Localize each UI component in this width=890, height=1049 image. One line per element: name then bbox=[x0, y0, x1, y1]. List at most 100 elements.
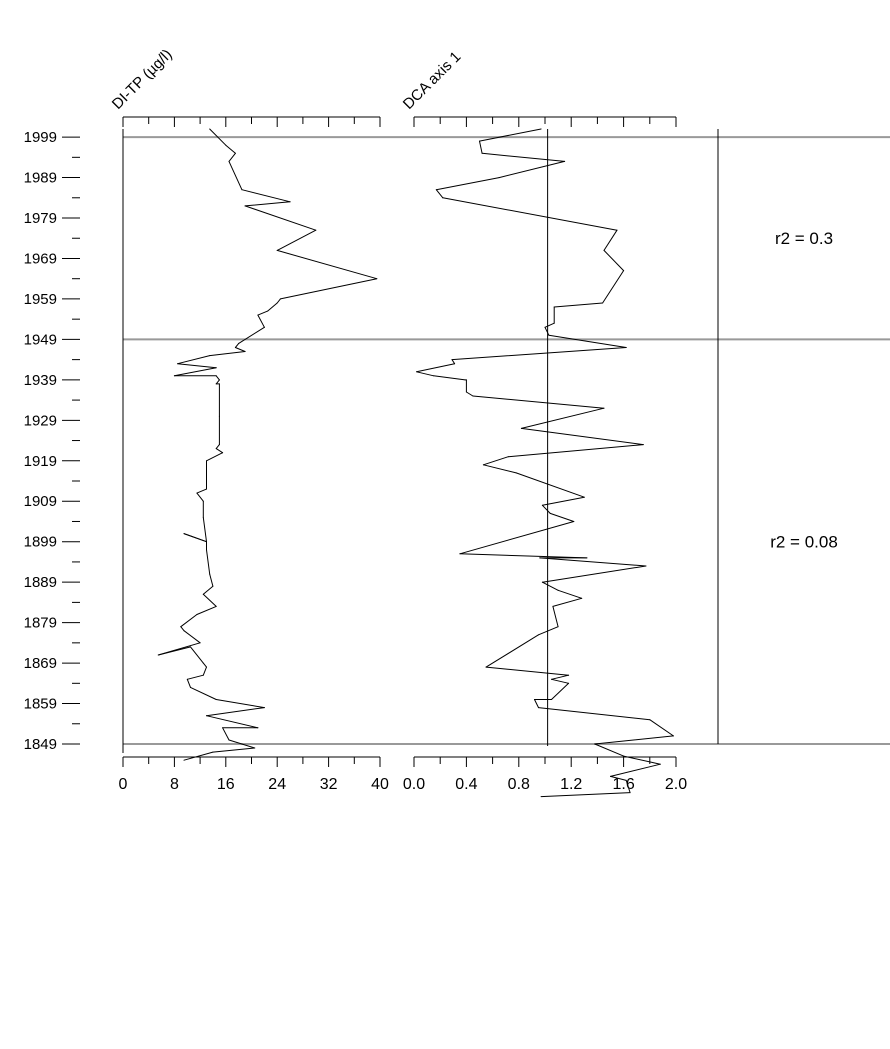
series-segment bbox=[482, 464, 517, 474]
series-segment bbox=[228, 739, 256, 749]
series-segment bbox=[553, 302, 604, 308]
series-segment bbox=[465, 391, 474, 397]
x-tick-label: 0.8 bbox=[508, 776, 530, 793]
x-tick-label: 40 bbox=[371, 776, 389, 793]
series-segment bbox=[202, 662, 207, 668]
series-segment bbox=[215, 448, 224, 454]
series-segment bbox=[212, 747, 256, 753]
series-segment bbox=[173, 367, 217, 377]
series-segment bbox=[603, 229, 618, 251]
series-segment bbox=[603, 249, 625, 272]
annotations: r2 = 0.3 r2 = 0.08 bbox=[770, 229, 838, 551]
x-tick-label: 2.0 bbox=[665, 776, 687, 793]
series-segment bbox=[552, 597, 583, 607]
series-segment bbox=[507, 444, 644, 458]
y-tick-label: 1959 bbox=[24, 291, 57, 308]
series-segment bbox=[435, 189, 444, 199]
series-segment bbox=[215, 699, 265, 709]
series-segment bbox=[602, 270, 625, 304]
series-segment bbox=[515, 472, 585, 498]
panel-title: DI-TP (µg/l) bbox=[109, 46, 176, 113]
series-segment bbox=[541, 504, 551, 514]
series-segment bbox=[534, 699, 539, 709]
series-segment bbox=[209, 573, 214, 587]
series-segment bbox=[276, 229, 317, 251]
series-segment bbox=[623, 755, 661, 765]
series-segment bbox=[435, 177, 500, 191]
series-segment bbox=[551, 682, 570, 700]
series-segment bbox=[649, 719, 674, 737]
series-segment bbox=[202, 585, 214, 595]
y-tick-label: 1869 bbox=[24, 655, 57, 672]
series-segment bbox=[228, 152, 236, 162]
series-segment bbox=[177, 363, 217, 369]
x-tick-label: 24 bbox=[268, 776, 286, 793]
series-segment bbox=[267, 302, 278, 312]
series-segment bbox=[202, 516, 207, 543]
x-tick-label: 32 bbox=[320, 776, 338, 793]
series-segment bbox=[459, 553, 588, 559]
series-segment bbox=[551, 678, 570, 684]
series-segment bbox=[551, 674, 570, 680]
x-tick-label: 1.2 bbox=[560, 776, 582, 793]
series-segment bbox=[548, 334, 627, 348]
series-segment bbox=[541, 565, 647, 583]
series-segment bbox=[183, 751, 214, 761]
series-segment bbox=[180, 626, 185, 632]
series-segment bbox=[241, 189, 291, 203]
series-segment bbox=[215, 375, 220, 381]
series-segment bbox=[472, 395, 605, 409]
series-segment bbox=[177, 355, 211, 365]
series-segment bbox=[206, 707, 265, 717]
y-tick-label: 1889 bbox=[24, 574, 57, 591]
series-segment bbox=[257, 314, 265, 328]
series-segment bbox=[244, 205, 317, 231]
zone-boundaries bbox=[123, 136, 890, 745]
y-tick-label: 1979 bbox=[24, 210, 57, 227]
panel-2: 0.0 0.4 0.8 1.2 1.6 2.0 DCA axis 1 bbox=[400, 48, 687, 798]
series-segment bbox=[482, 456, 509, 466]
series-segment bbox=[594, 743, 625, 757]
y-tick-label: 1939 bbox=[24, 372, 57, 389]
series-segment bbox=[157, 646, 191, 656]
series-segment bbox=[459, 521, 575, 555]
series-segment bbox=[186, 678, 191, 688]
series-segment bbox=[276, 249, 378, 280]
series-segment bbox=[520, 407, 605, 429]
y-tick-label: 1999 bbox=[24, 129, 57, 146]
series-segment bbox=[442, 197, 618, 231]
series-segment bbox=[180, 614, 198, 628]
series-segment bbox=[610, 763, 661, 777]
series-segment bbox=[520, 427, 644, 446]
series-segment bbox=[479, 128, 542, 142]
series-segment bbox=[539, 557, 647, 567]
series-segment bbox=[202, 593, 217, 607]
chart-panels: 0 8 16 24 32 40 DI-TP (µg/l) 0.0 0.4 0.8 1.2 1.6 2.0… bbox=[109, 46, 719, 798]
series-segment bbox=[196, 605, 217, 615]
series-segment bbox=[541, 581, 559, 591]
series-segment bbox=[238, 326, 265, 344]
series-segment bbox=[190, 686, 217, 700]
y-tick-label: 1929 bbox=[24, 412, 57, 429]
series-segment bbox=[541, 496, 585, 506]
series-segment bbox=[215, 444, 220, 450]
x-tick-label: 8 bbox=[170, 776, 179, 793]
x-tick-label: 0 bbox=[119, 776, 128, 793]
y-tick-label: 1849 bbox=[24, 736, 57, 753]
series-segment bbox=[416, 363, 456, 373]
series-segment bbox=[610, 775, 627, 781]
series-segment bbox=[186, 674, 204, 680]
series-segment bbox=[206, 452, 224, 462]
y-tick-label: 1949 bbox=[24, 331, 57, 348]
series-segment bbox=[594, 735, 674, 745]
y-axis: 1999 1989 1979 1969 1959 1949 1939 1929 1919 1909… bbox=[24, 129, 80, 753]
x-tick-label: 0.4 bbox=[455, 776, 477, 793]
panel-1: 0 8 16 24 32 40 DI-TP (µg/l) bbox=[109, 46, 389, 793]
series-segment bbox=[481, 152, 566, 162]
series-segment bbox=[451, 359, 456, 365]
x-tick-label: 16 bbox=[217, 776, 235, 793]
series-segment bbox=[625, 779, 631, 794]
series-segment bbox=[498, 160, 566, 179]
y-tick-label: 1899 bbox=[24, 534, 57, 551]
